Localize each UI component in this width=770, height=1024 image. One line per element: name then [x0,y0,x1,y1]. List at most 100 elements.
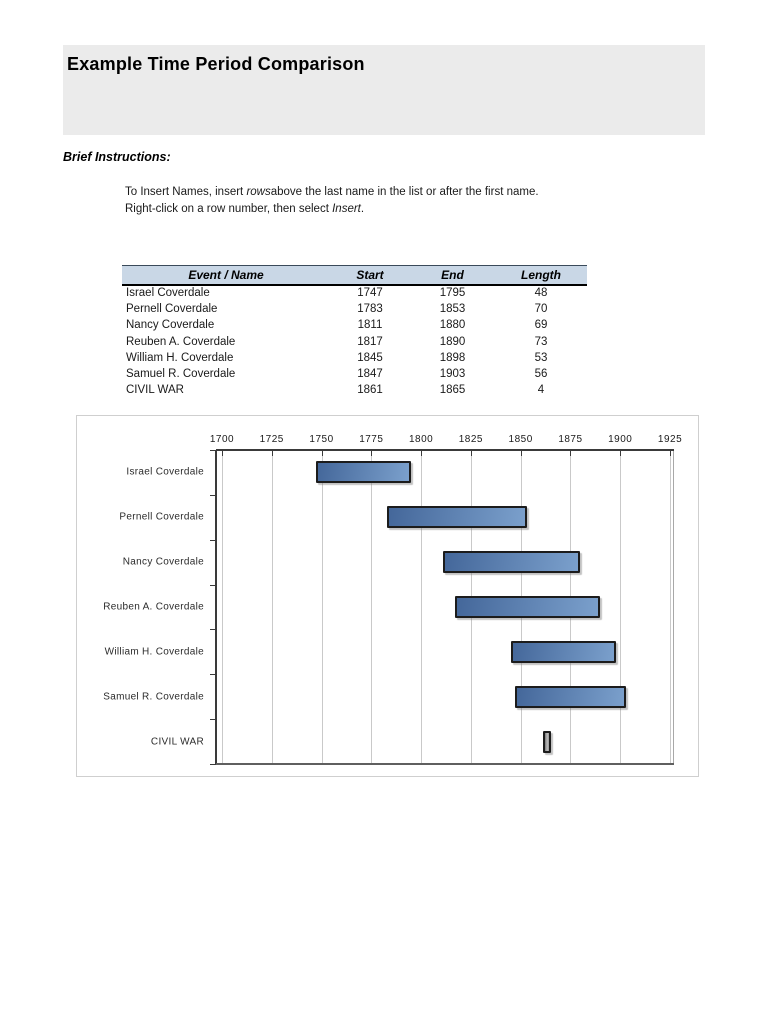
cell-start: 1845 [357,351,383,364]
cell-length: 56 [534,368,548,381]
bar-civil-war [542,730,551,753]
timeline-chart: Israel Coverdale Pernell Coverdale Nancy C… [76,415,699,777]
cell-start: 1747 [357,287,383,300]
x-axis-label: 1925 [657,434,683,445]
title-block: Example Time Period Comparison [63,45,705,135]
gridline [321,450,323,764]
cell-name: Pernell Coverdale [126,302,218,315]
x-axis-tick [670,450,672,456]
x-axis-tick [421,450,423,456]
header-row: Event / Name Start End Length [122,265,587,286]
header-event-name: Event / Name [122,265,330,286]
cell-length: 73 [534,335,548,348]
bar-nancy-coverdale [443,551,581,574]
table-row: Pernell Coverdale 1783 1853 70 [122,301,587,317]
cell-length: 4 [537,384,545,397]
x-axis-label: 1825 [458,434,483,445]
y-axis-line [215,450,217,764]
plot-area: 1700 1725 1750 1775 1800 1825 1850 1875 1900 1925 [210,434,682,765]
instr2-post: . [360,203,365,215]
cell-end: 1880 [439,319,466,332]
x-axis-label: 1800 [408,434,434,445]
table-row: Nancy Coverdale 1811 1880 69 [122,317,587,333]
category-label-william-h-coverdale: William H. Coverdale [104,646,204,658]
instr1-italic: rows [246,186,271,198]
cell-end: 1795 [439,287,466,300]
instructions-line-2: Right-click on a row number, then select… [125,201,539,218]
cell-start: 1817 [357,335,383,348]
cell-start: 1783 [357,302,383,315]
page-title: Example Time Period Comparison [67,54,365,74]
category-label-pernell-coverdale: Pernell Coverdale [119,511,204,523]
y-axis-tick [210,719,216,721]
x-axis-label: 1900 [608,434,633,445]
x-axis-tick [570,450,572,456]
x-axis-tick [321,450,323,456]
x-axis-label: 1725 [259,434,284,445]
y-axis-tick [210,764,216,765]
y-axis-tick [210,674,216,676]
x-axis-tick [221,450,223,456]
y-axis-tick [210,539,216,541]
cell-end: 1890 [439,335,466,348]
category-label-nancy-coverdale: Nancy Coverdale [122,556,204,568]
header-length: Length [495,265,587,286]
cell-name: Reuben A. Coverdale [126,335,236,348]
cell-end: 1898 [439,351,466,364]
cell-name: Nancy Coverdale [126,319,215,332]
bar-israel-coverdale [315,461,412,484]
instr1-pre: To Insert Names, insert [125,186,247,198]
gridline [221,450,223,764]
cell-name: CIVIL WAR [126,384,184,397]
cell-length: 70 [534,302,548,315]
gridline [670,450,672,764]
instructions-line-1: To Insert Names, insert rowsabove the la… [125,184,539,201]
event-table-header: Event / Name Start End Length [122,265,587,286]
instr2-italic: Insert [332,203,361,215]
header-end: End [410,265,495,286]
x-axis-label: 1700 [209,434,235,445]
bar-william-h-coverdale [510,640,617,663]
category-label-israel-coverdale: Israel Coverdale [126,466,204,478]
x-axis-label: 1850 [508,434,533,445]
category-label-reuben-a-coverdale: Reuben A. Coverdale [103,601,204,613]
x-axis-tick [520,450,522,456]
gridline [371,450,373,764]
category-label-civil-war: CIVIL WAR [150,736,204,748]
y-axis-tick [210,450,216,451]
plot-bottom-edge [216,763,674,765]
x-axis-line [216,449,674,451]
cell-name: Israel Coverdale [126,287,210,300]
x-axis-tick [470,450,472,456]
x-axis-tick [371,450,373,456]
bar-reuben-a-coverdale [454,596,601,618]
plot-right-edge [673,450,674,764]
x-axis-tick [271,450,273,456]
cell-name: William H. Coverdale [126,351,234,364]
cell-name: Samuel R. Coverdale [126,368,236,381]
cell-end: 1903 [439,368,466,381]
gridline [271,450,273,764]
bar-pernell-coverdale [387,506,527,529]
table-row: Reuben A. Coverdale 1817 1890 73 [122,333,587,349]
table-row: William H. Coverdale 1845 1898 53 [122,350,587,366]
y-axis-tick [210,629,216,631]
x-axis-label: 1750 [309,434,334,445]
cell-start: 1811 [357,319,383,332]
cell-start: 1861 [357,384,383,397]
cell-end: 1865 [439,384,466,397]
category-labels: Israel Coverdale Pernell Coverdale Nancy C… [77,450,210,764]
gridline [620,450,622,764]
x-axis-label: 1775 [359,434,384,445]
table-row: CIVIL WAR 1861 1865 4 [122,382,587,398]
instr2-pre: Right-click on a row number, then select [125,203,333,215]
category-label-samuel-r-coverdale: Samuel R. Coverdale [103,691,204,703]
table-row: Samuel R. Coverdale 1847 1903 56 [122,366,587,382]
event-table: Event / Name Start End Length Israel Cov… [122,265,587,399]
cell-length: 53 [534,351,548,364]
bar-samuel-r-coverdale [514,685,627,708]
instructions-text: To Insert Names, insert rowsabove the la… [125,184,539,218]
x-axis-tick [620,450,622,456]
instr1-post: above the last name in the list or after… [270,186,539,198]
